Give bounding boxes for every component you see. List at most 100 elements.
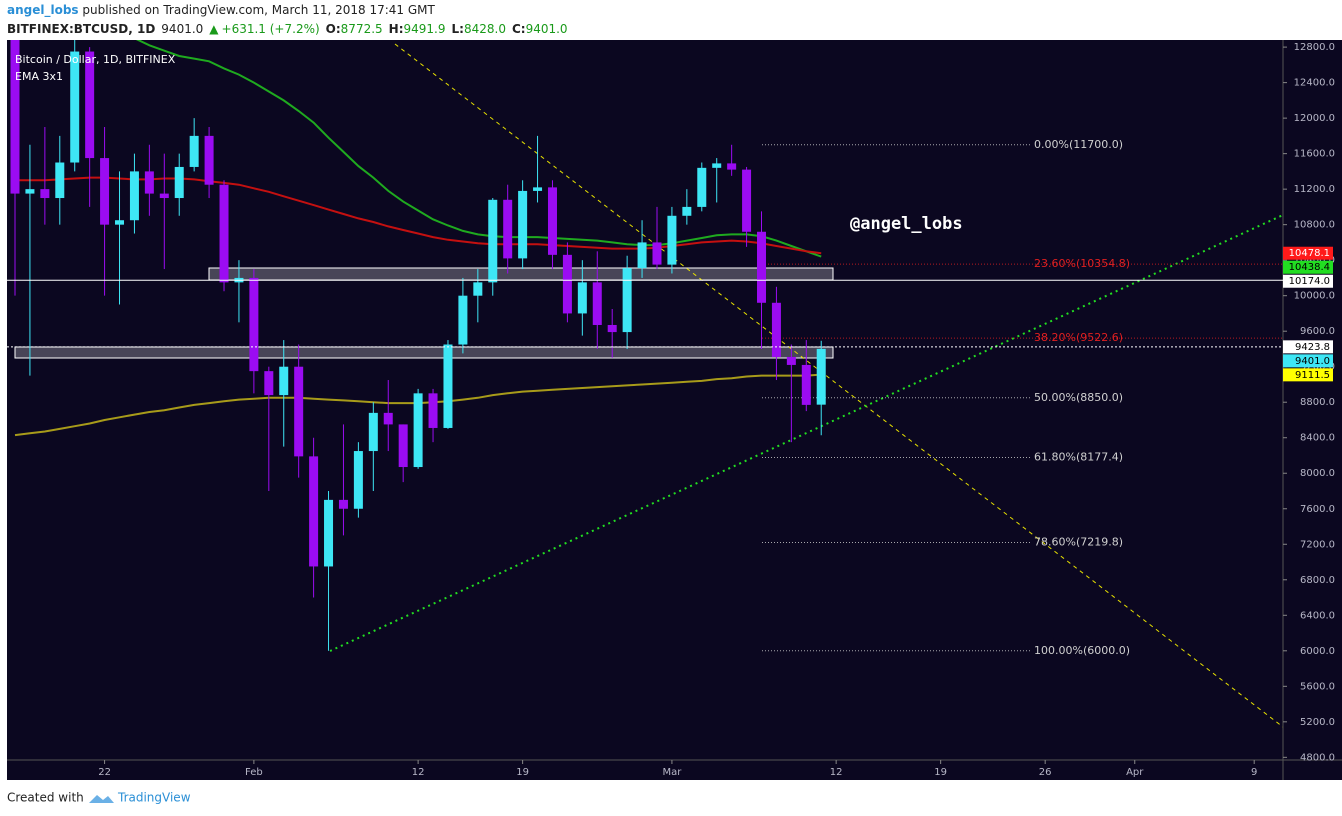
candle-body [742,169,752,232]
candle-body [129,171,139,221]
candle-body [55,162,65,199]
footer-brand[interactable]: TradingView [117,791,191,805]
y-tick-label: 6000.0 [1300,646,1335,657]
open: 8772.5 [341,22,383,36]
open-label: O: [326,22,341,36]
x-tick-label: Apr [1126,767,1144,778]
price-marker-label: 9401.0 [1295,356,1330,367]
author[interactable]: angel_lobs [7,3,79,18]
y-tick-label: 4800.0 [1300,752,1335,763]
last-price: 9401.0 [161,22,203,36]
candle-body [473,282,483,296]
change: +631.1 (+7.2%) [222,22,320,36]
y-tick-label: 11200.0 [1294,184,1335,195]
fib-label: 78.60%(7219.8) [1034,536,1123,549]
price-marker [1283,260,1333,274]
candle-body [757,231,766,303]
y-tick-label: 8400.0 [1300,433,1335,444]
y-tick-label: 10800.0 [1294,220,1335,231]
published: published on TradingView.com, March 11, … [79,3,436,17]
price-marker-label: 9111.5 [1295,370,1330,381]
y-tick-label: 5200.0 [1300,717,1335,728]
high: 9491.9 [404,22,446,36]
candle-body [488,199,498,283]
y-tick-label: 12800.0 [1294,42,1335,53]
candle-body [547,187,557,255]
candle-body [727,163,737,170]
close: 9401.0 [526,22,568,36]
candle-body [771,302,781,357]
candle-body [458,295,468,345]
price-marker [1283,340,1333,354]
fib-label: 38.20%(9522.6) [1034,331,1123,344]
candle-body [533,187,543,191]
price-marker [1283,354,1333,368]
candle-body [562,254,572,314]
y-tick-label: 10000.0 [1294,291,1335,302]
candle-body [10,40,20,194]
tradingview-logo[interactable] [89,795,114,803]
price-marker [1283,274,1333,288]
price-marker-label: 9423.8 [1295,342,1330,353]
candle-body [249,277,259,372]
candle-body [264,371,274,396]
candle-body [189,135,199,167]
candle-body [279,366,289,396]
candle-body [443,344,453,428]
x-tick-label: 19 [516,767,529,778]
y-tick-label: 5600.0 [1300,681,1335,692]
candle-body [115,220,125,225]
price-marker-label: 10174.0 [1289,276,1330,287]
downtrend-line [394,43,1283,728]
candle-body [309,456,319,567]
arrow: ▲ [209,22,219,36]
footer-created: Created with [7,791,84,805]
candle-body [577,282,587,314]
y-tick-label: 6800.0 [1300,575,1335,586]
x-tick-label: 26 [1039,767,1052,778]
ema-line [135,40,822,258]
price-marker [1283,246,1333,260]
price-marker-label: 10478.1 [1289,248,1330,259]
candle-body [786,356,796,365]
candle-body [801,364,811,405]
y-tick-label: 7200.0 [1300,539,1335,550]
y-tick-label: 11600.0 [1294,149,1335,160]
uptrend-line [329,214,1283,652]
fib-label: 23.60%(10354.8) [1034,257,1130,270]
y-tick-label: 12400.0 [1294,78,1335,89]
candle-body [25,189,35,194]
low-label: L: [452,22,464,36]
support-zone [14,346,834,359]
fib-label: 100.00%(6000.0) [1034,644,1130,657]
header-line-2: BITFINEX:BTCUSD, 1D 9401.0 ▲ +631.1 (+7.2%)… [7,22,568,36]
x-tick-label: 9 [1251,767,1257,778]
x-tick-label: Feb [245,767,263,778]
x-tick-label: 12 [412,767,425,778]
x-tick-label: 12 [830,767,843,778]
candle-body [174,166,184,199]
price-marker-label: 10438.4 [1289,262,1330,273]
candle-body [413,393,423,468]
candle-body [40,189,50,199]
low: 8428.0 [464,22,506,36]
candle-body [324,499,334,567]
candle-body [712,163,722,168]
plot-layer [7,40,1283,728]
chart-title: Bitcoin / Dollar, 1D, BITFINEX [15,53,176,66]
price-marker [1283,368,1333,382]
candle-body [368,412,378,452]
candle-body [383,412,393,425]
y-tick-label: 9600.0 [1300,326,1335,337]
symbol: BITFINEX:BTCUSD, 1D [7,22,155,36]
candle-body [294,366,304,457]
candle-body [338,499,348,509]
candle-body [428,393,438,428]
chart-background [7,40,1342,780]
resistance-zone [208,267,834,281]
candle-body [85,51,95,159]
candle-body [503,199,513,259]
candle-body [697,167,707,207]
